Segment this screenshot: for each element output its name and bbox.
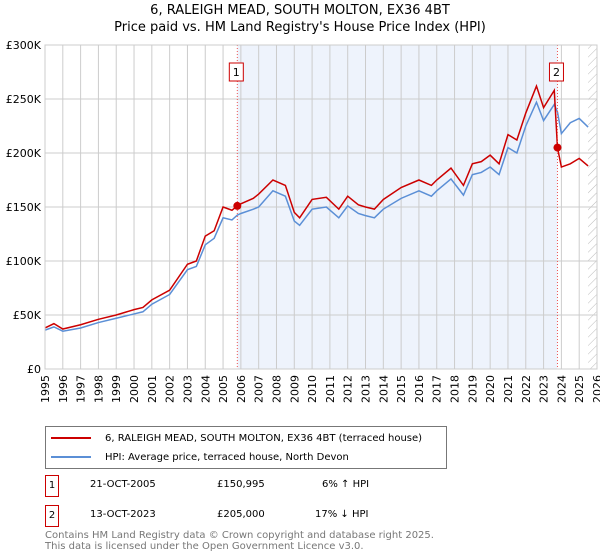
x-tick-label: 2004 [199,375,212,403]
series-line [44,83,589,330]
y-tick-label: £300K [6,39,42,52]
plot-border [44,44,598,370]
sale-label: 1 [233,66,240,79]
x-tick-label: 1997 [75,375,88,403]
x-tick-label: 2008 [270,375,283,403]
sale-point [233,201,242,210]
x-tick-label: 2013 [360,375,373,403]
sale-label-box [548,62,564,82]
series-line [44,100,589,332]
chart-subtitle: Price paid vs. HM Land Registry's House … [114,20,486,35]
legend-swatch-blue [51,456,91,458]
legend-label: 6, RALEIGH MEAD, SOUTH MOLTON, EX36 4BT … [105,432,423,444]
x-tick-label: 2014 [377,375,390,403]
x-tick-label: 2021 [502,375,515,403]
legend: 6, RALEIGH MEAD, SOUTH MOLTON, EX36 4BT … [45,426,447,469]
transaction-date: 21-OCT-2005 [90,479,156,490]
legend-label: HPI: Average price, terraced house, Nort… [105,451,349,463]
x-tick-label: 2024 [555,375,568,403]
x-tick-label: 2018 [449,375,462,403]
x-tick-label: 2026 [591,375,600,403]
y-tick-label: £0 [27,363,41,376]
y-tick-label: £100K [6,255,42,268]
x-tick-label: 2002 [164,375,177,403]
legend-swatch-red [51,437,91,439]
x-tick-label: 2000 [128,375,141,403]
legend-item-property: 6, RALEIGH MEAD, SOUTH MOLTON, EX36 4BT … [46,429,422,447]
y-tick-label: £200K [6,147,42,160]
transaction-date: 13-OCT-2023 [90,509,156,520]
x-tick-label: 2022 [520,375,533,403]
x-tick-label: 2020 [484,375,497,403]
sale-point [553,143,562,152]
x-tick-label: 2016 [413,375,426,403]
y-tick-label: £250K [6,93,42,106]
y-tick-label: £150K [6,201,42,214]
x-tick-label: 1996 [57,375,70,403]
x-tick-label: 2023 [538,375,551,403]
marker-badge: 1 [45,475,59,497]
footer: Contains HM Land Registry data © Crown c… [45,530,434,552]
chart-title: 6, RALEIGH MEAD, SOUTH MOLTON, EX36 4BT [150,3,450,18]
x-tick-label: 2012 [342,375,355,403]
x-tick-label: 2006 [235,375,248,403]
legend-item-hpi: HPI: Average price, terraced house, Nort… [46,448,349,466]
transaction-hpi: 6% ↑ HPI [322,479,370,490]
transaction-price: £205,000 [217,509,265,520]
x-tick-label: 2009 [288,375,301,403]
x-tick-label: 2015 [395,375,408,403]
x-tick-label: 2019 [466,375,479,403]
sale-label-box [228,62,244,82]
x-tick-label: 2010 [306,375,319,403]
price-chart: 1995 1996 1997 1998 1999 2000 2001 2002 2003 2004… [6,39,600,403]
x-tick-label: 2005 [217,375,230,403]
footer-line: This data is licensed under the Open Gov… [45,541,364,552]
x-tick-label: 1998 [92,375,105,403]
sale-label: 2 [553,66,560,79]
x-tick-label: 2001 [146,375,159,403]
x-tick-label: 2017 [431,375,444,403]
y-tick-label: £50K [13,309,42,322]
footer-line: Contains HM Land Registry data © Crown c… [45,530,434,541]
marker-badge: 2 [45,505,59,527]
x-tick-label: 2003 [181,375,194,403]
transaction-row: 2 13-OCT-2023 £205,000 17% ↓ HPI [45,505,445,527]
x-tick-label: 2011 [324,375,337,403]
transaction-row: 1 21-OCT-2005 £150,995 6% ↑ HPI [45,475,445,497]
x-tick-label: 2007 [253,375,266,403]
transaction-price: £150,995 [217,479,265,490]
x-tick-label: 1999 [110,375,123,403]
transaction-hpi: 17% ↓ HPI [315,509,369,520]
x-tick-label: 1995 [39,375,52,403]
x-tick-label: 2025 [573,375,586,403]
